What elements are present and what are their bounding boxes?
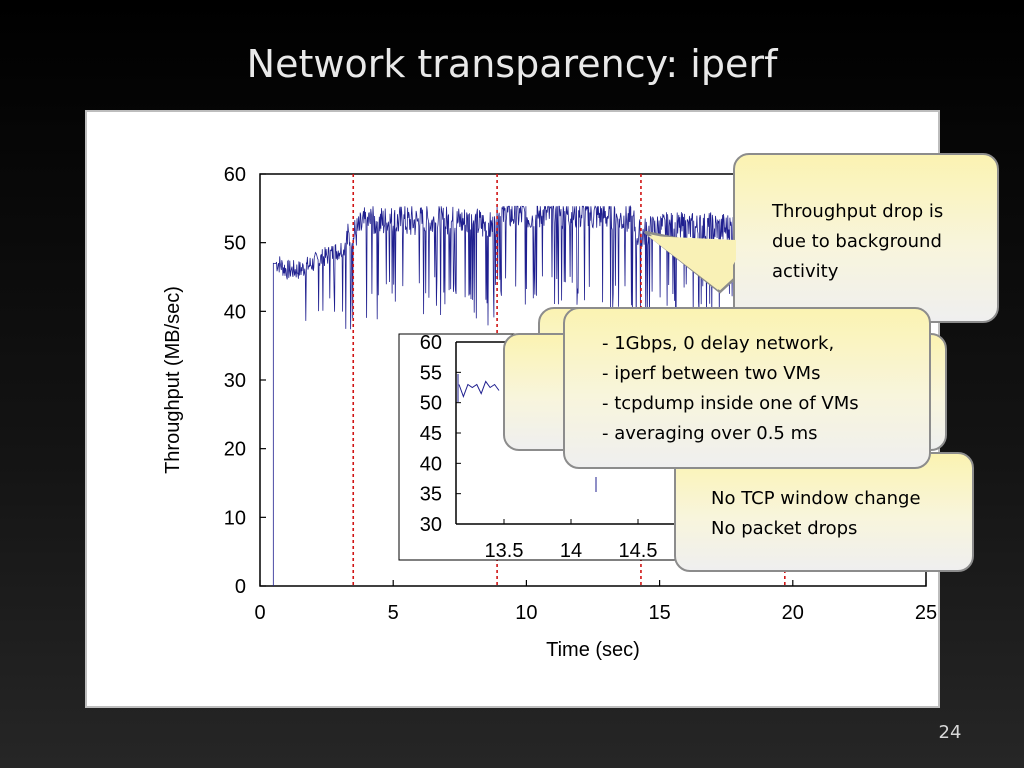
inset-x-tick-label: 14 bbox=[560, 540, 582, 562]
inset-y-tick-label: 30 bbox=[420, 514, 442, 536]
callout-line: No packet drops bbox=[711, 518, 858, 539]
inset-y-tick-label: 50 bbox=[420, 393, 442, 415]
callout-setup: - 1Gbps, 0 delay network, - iperf betwee… bbox=[563, 307, 931, 469]
x-tick-label: 15 bbox=[648, 602, 670, 624]
x-tick-label: 5 bbox=[388, 602, 399, 624]
inset-y-tick-label: 40 bbox=[420, 453, 442, 475]
x-tick-label: 0 bbox=[254, 602, 265, 624]
x-tick-label: 10 bbox=[515, 602, 537, 624]
callout-tcp: No TCP window change No packet drops bbox=[674, 452, 974, 572]
callout-line: - averaging over 0.5 ms bbox=[602, 423, 818, 444]
callout-line: - iperf between two VMs bbox=[602, 363, 821, 384]
callout-line: Throughput drop is bbox=[772, 201, 944, 222]
callout-line: - tcpdump inside one of VMs bbox=[602, 393, 859, 414]
y-axis-label: Throughput (MB/sec) bbox=[162, 286, 184, 474]
callout-line: No TCP window change bbox=[711, 488, 921, 509]
inset-x-tick-label: 13.5 bbox=[485, 540, 524, 562]
throughput-series-line bbox=[272, 204, 795, 586]
y-tick-label: 50 bbox=[224, 233, 246, 255]
inset-y-tick-label: 35 bbox=[420, 484, 442, 506]
x-axis-label: Time (sec) bbox=[546, 639, 640, 661]
slide-title: Network transparency: iperf bbox=[246, 42, 778, 86]
inset-y-tick-label: 45 bbox=[420, 423, 442, 445]
y-tick-label: 0 bbox=[235, 576, 246, 598]
y-tick-label: 60 bbox=[224, 164, 246, 186]
y-tick-label: 10 bbox=[224, 507, 246, 529]
x-tick-label: 25 bbox=[915, 602, 937, 624]
inset-y-tick-label: 60 bbox=[420, 332, 442, 354]
x-tick-label: 20 bbox=[782, 602, 804, 624]
callout-line: due to background bbox=[772, 231, 942, 252]
callout-line: activity bbox=[772, 261, 839, 282]
page-number: 24 bbox=[938, 722, 962, 743]
inset-x-tick-label: 14.5 bbox=[619, 540, 658, 562]
y-tick-label: 40 bbox=[224, 301, 246, 323]
y-tick-label: 30 bbox=[224, 370, 246, 392]
y-tick-label: 20 bbox=[224, 439, 246, 461]
inset-y-tick-label: 55 bbox=[420, 362, 442, 384]
callout-line: - 1Gbps, 0 delay network, bbox=[602, 333, 835, 354]
inset-series-line bbox=[458, 380, 500, 399]
callout-background-activity: Throughput drop is due to background act… bbox=[733, 153, 999, 323]
